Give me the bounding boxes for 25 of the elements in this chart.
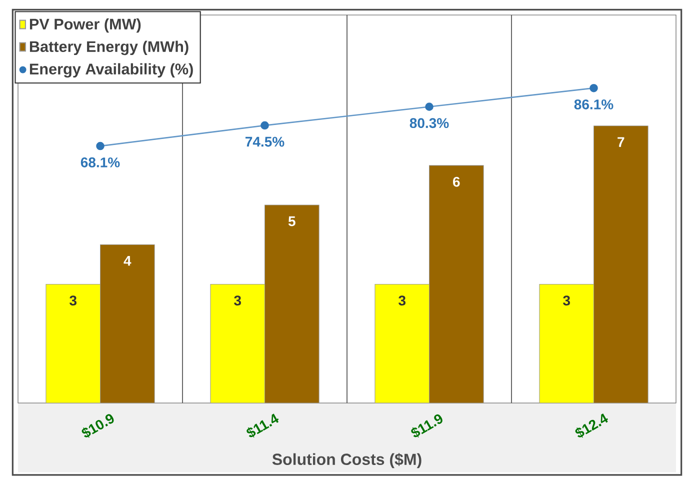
data-label: 3 [398, 296, 406, 306]
bar [593, 126, 648, 403]
data-label: 4 [124, 256, 132, 266]
legend-label: Energy Availability (%) [30, 63, 193, 78]
point [425, 102, 434, 111]
point [96, 142, 104, 150]
bar [100, 244, 155, 403]
data-label: 3 [234, 296, 241, 306]
data-label: 86.1% [574, 99, 614, 110]
data-label: 5 [288, 216, 296, 226]
data-label: 3 [70, 296, 76, 306]
data-label: 68.1% [80, 157, 120, 168]
x-tick-label: $11.9 [411, 414, 442, 438]
data-label: 6 [453, 176, 460, 187]
data-label: 80.3% [410, 118, 449, 128]
data-label: 74.5% [246, 136, 284, 147]
legend-label: PV Power (MW) [30, 18, 141, 33]
data-label: 3 [563, 296, 570, 306]
x-axis-title: Solution Costs ($M) [272, 452, 422, 468]
point [590, 84, 598, 92]
point [260, 121, 269, 130]
data-label: 7 [618, 137, 624, 147]
legend-label: Battery Energy (MWh) [30, 40, 188, 56]
bar [428, 165, 484, 403]
bar [264, 204, 320, 403]
